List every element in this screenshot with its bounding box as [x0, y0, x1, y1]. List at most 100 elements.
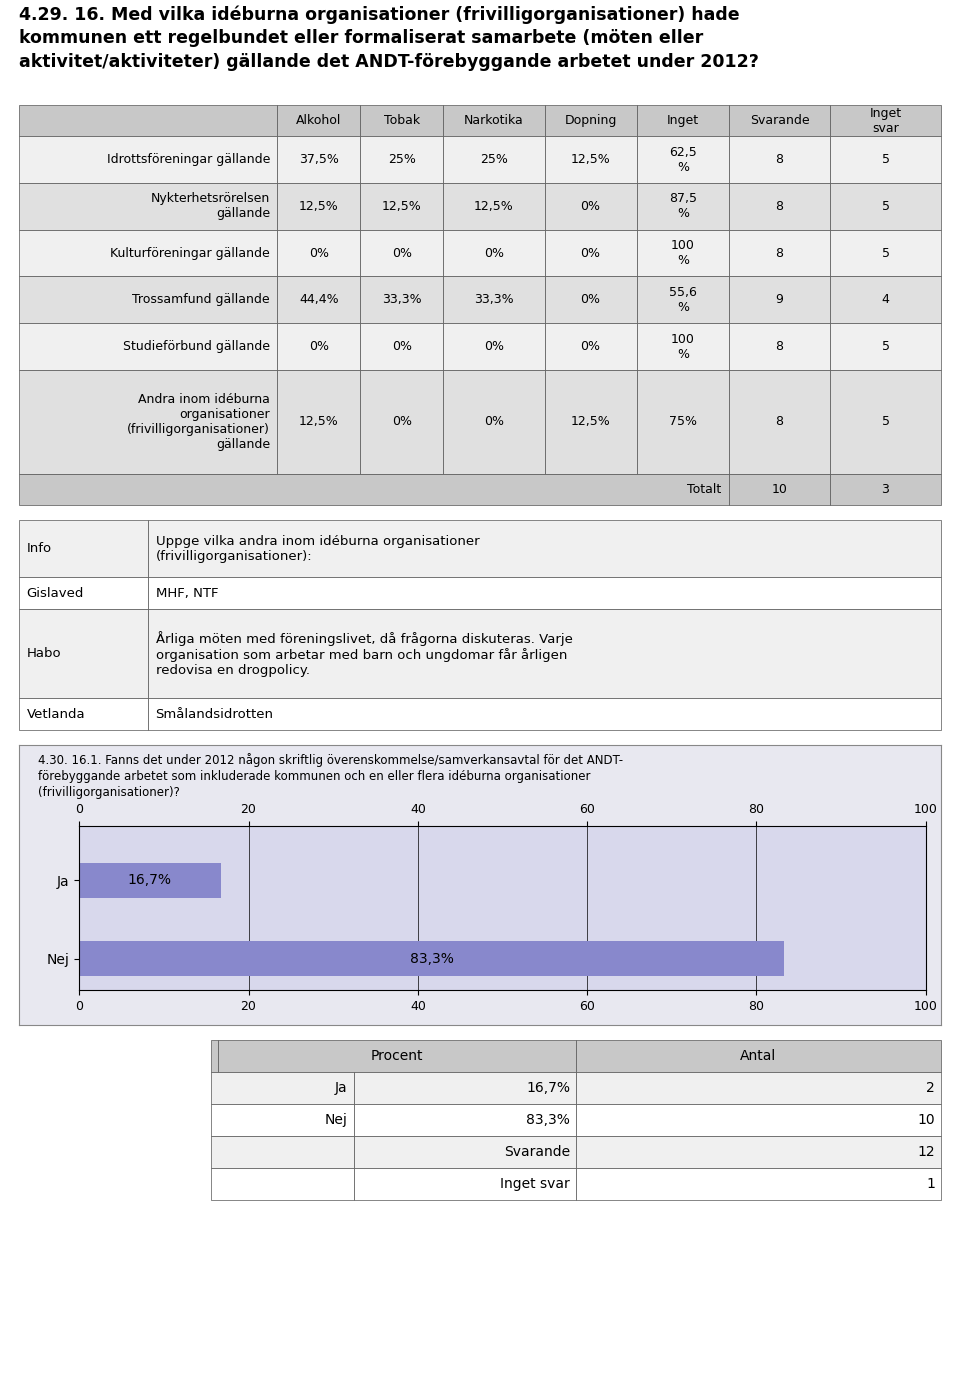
Text: Smålandsidrotten: Smålandsidrotten: [156, 708, 274, 720]
Bar: [729, 473, 830, 505]
Text: 8: 8: [776, 415, 783, 428]
Bar: [636, 184, 729, 229]
Text: 25%: 25%: [388, 153, 416, 166]
Bar: [830, 276, 941, 323]
Bar: [211, 1104, 354, 1136]
Text: 8: 8: [776, 153, 783, 166]
Text: 0%: 0%: [484, 247, 504, 259]
Text: 12,5%: 12,5%: [570, 415, 611, 428]
Bar: [830, 137, 941, 184]
Bar: [277, 276, 360, 323]
Text: Antal: Antal: [740, 1049, 777, 1063]
Bar: [277, 323, 360, 370]
Bar: [729, 276, 830, 323]
Bar: [79, 941, 784, 976]
Bar: [830, 184, 941, 229]
Bar: [19, 229, 277, 276]
Text: 12,5%: 12,5%: [299, 415, 339, 428]
Text: 3: 3: [881, 483, 890, 495]
Bar: [19, 105, 277, 137]
Bar: [444, 229, 544, 276]
Text: 5: 5: [881, 247, 890, 259]
Text: 8: 8: [776, 247, 783, 259]
Text: 5: 5: [881, 153, 890, 166]
Bar: [729, 184, 830, 229]
Bar: [211, 1072, 354, 1104]
Bar: [576, 1104, 941, 1136]
Bar: [636, 229, 729, 276]
Bar: [444, 137, 544, 184]
Bar: [729, 137, 830, 184]
Text: Andra inom idéburna
organisationer
(frivilligorganisationer)
gällande: Andra inom idéburna organisationer (friv…: [127, 393, 270, 451]
Text: MHF, NTF: MHF, NTF: [156, 586, 218, 600]
Text: 9: 9: [776, 294, 783, 306]
Bar: [19, 698, 148, 730]
Text: 0%: 0%: [581, 339, 601, 353]
Bar: [636, 323, 729, 370]
Bar: [19, 184, 277, 229]
Bar: [211, 1041, 219, 1072]
Text: 0%: 0%: [484, 415, 504, 428]
Text: 0%: 0%: [392, 247, 412, 259]
Text: Inget: Inget: [666, 115, 699, 127]
Text: Procent: Procent: [371, 1049, 423, 1063]
Bar: [544, 323, 636, 370]
Text: 4.30. 16.1. Fanns det under 2012 någon skriftlig överenskommelse/samverkansavtal: 4.30. 16.1. Fanns det under 2012 någon s…: [37, 753, 623, 799]
Text: Vetlanda: Vetlanda: [27, 708, 85, 720]
Text: 12,5%: 12,5%: [382, 200, 421, 213]
Bar: [729, 323, 830, 370]
Text: 0%: 0%: [392, 339, 412, 353]
Bar: [830, 323, 941, 370]
Text: 8: 8: [776, 200, 783, 213]
Bar: [444, 276, 544, 323]
Text: Kulturföreningar gällande: Kulturföreningar gällande: [110, 247, 270, 259]
Bar: [19, 137, 277, 184]
Bar: [19, 276, 277, 323]
Text: 75%: 75%: [669, 415, 697, 428]
Text: Narkotika: Narkotika: [464, 115, 524, 127]
Bar: [360, 370, 444, 473]
Text: 10: 10: [918, 1114, 935, 1127]
Bar: [277, 229, 360, 276]
Text: Dopning: Dopning: [564, 115, 616, 127]
Text: 12,5%: 12,5%: [299, 200, 339, 213]
Text: 12,5%: 12,5%: [474, 200, 514, 213]
Bar: [79, 862, 221, 898]
Text: 0%: 0%: [581, 294, 601, 306]
Text: 37,5%: 37,5%: [299, 153, 339, 166]
Text: 8: 8: [776, 339, 783, 353]
Bar: [19, 323, 277, 370]
Text: 44,4%: 44,4%: [299, 294, 339, 306]
Text: Ja: Ja: [334, 1081, 348, 1094]
Text: 62,5
%: 62,5 %: [669, 145, 697, 174]
Bar: [360, 323, 444, 370]
Bar: [19, 370, 277, 473]
Bar: [354, 1072, 576, 1104]
Bar: [148, 520, 941, 577]
Text: 55,6
%: 55,6 %: [669, 286, 697, 313]
Bar: [360, 137, 444, 184]
Bar: [360, 105, 444, 137]
Text: 5: 5: [881, 339, 890, 353]
Text: Inget
svar: Inget svar: [870, 106, 901, 135]
Text: 4: 4: [881, 294, 890, 306]
Bar: [360, 276, 444, 323]
Text: 25%: 25%: [480, 153, 508, 166]
Text: 83,3%: 83,3%: [410, 952, 454, 966]
Bar: [354, 1104, 576, 1136]
Text: 0%: 0%: [484, 339, 504, 353]
Bar: [636, 137, 729, 184]
Bar: [576, 1136, 941, 1167]
Bar: [444, 323, 544, 370]
Bar: [148, 609, 941, 698]
Text: 12,5%: 12,5%: [570, 153, 611, 166]
Bar: [19, 609, 148, 698]
Bar: [19, 520, 148, 577]
Text: Uppge vilka andra inom idéburna organisationer
(frivilligorganisationer):: Uppge vilka andra inom idéburna organisa…: [156, 534, 479, 563]
Bar: [636, 370, 729, 473]
Text: Totalt: Totalt: [687, 483, 722, 495]
Text: 33,3%: 33,3%: [382, 294, 421, 306]
Text: 16,7%: 16,7%: [128, 874, 172, 887]
Bar: [148, 698, 941, 730]
Text: Idrottsföreningar gällande: Idrottsföreningar gällande: [107, 153, 270, 166]
